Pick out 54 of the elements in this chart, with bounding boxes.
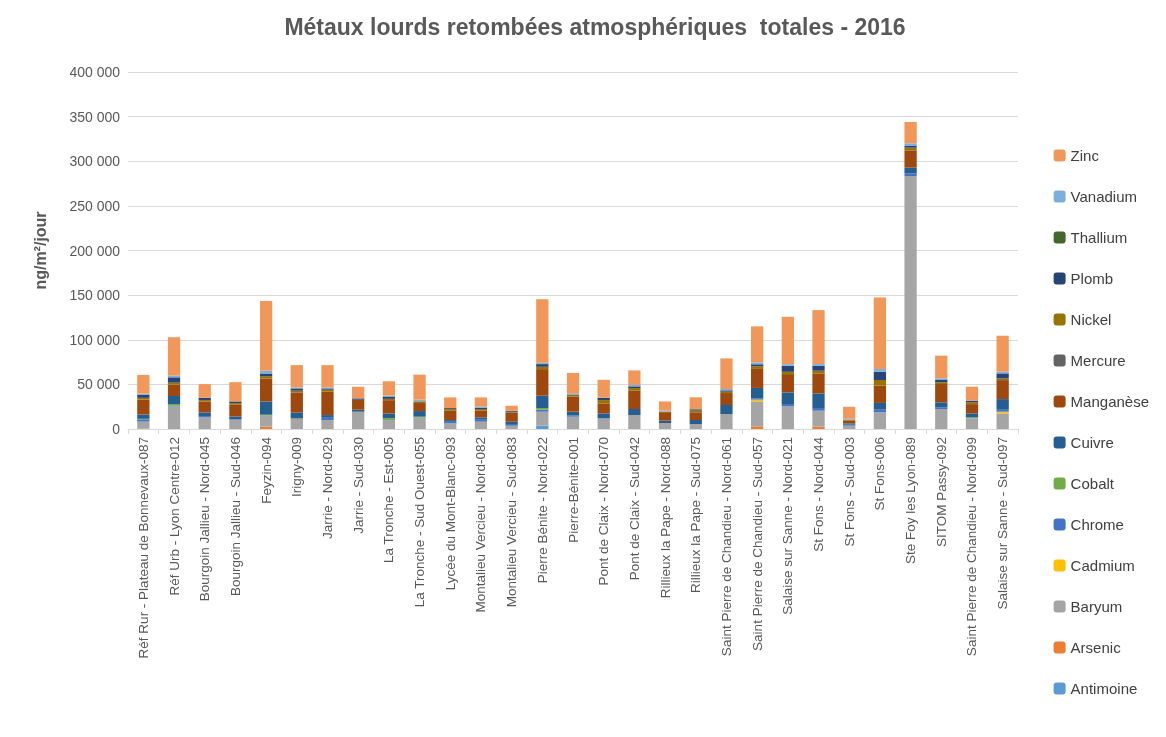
y-axis-title: ng/m²/jour — [31, 211, 49, 290]
legend-label: Vanadium — [1070, 188, 1138, 205]
x-tick-label: Réf Urb - Lyon Centre-012 — [166, 437, 182, 596]
x-tick-label: La Tronche - Sud Ouest-055 — [412, 437, 428, 608]
x-tick-label: Rillieux la Pape - Nord-088 — [657, 437, 673, 599]
x-tick-label: Salaise sur Sanne - Nord-021 — [780, 437, 796, 615]
x-tick-label: Feyzin-094 — [258, 436, 274, 504]
x-tick-label: Saint Pierre de Chandieu - Nord-099 — [964, 437, 980, 657]
x-tick-label: SITOM Passy-092 — [933, 437, 949, 548]
legend-label: Thallium — [1070, 229, 1128, 246]
x-tick-label: La Tronche - Est-005 — [381, 437, 397, 564]
y-tick-label: 100 000 — [69, 331, 121, 348]
x-tick-label: St Fons - Sud-003 — [841, 437, 857, 547]
y-tick-label: 50 000 — [77, 376, 121, 393]
y-tick-label: 350 000 — [69, 108, 121, 125]
x-tick-label: St Fons - Nord-044 — [811, 436, 827, 552]
legend-label: Arsenic — [1070, 639, 1122, 656]
legend-label: Plomb — [1070, 270, 1114, 287]
y-tick-label: 150 000 — [69, 287, 121, 304]
y-tick-label: 200 000 — [69, 242, 121, 259]
x-tick-label: Pierre Bénite - Nord-022 — [534, 437, 550, 584]
x-tick-label: Saint Pierre de Chandieu - Nord-061 — [718, 437, 734, 657]
y-tick-label: 250 000 — [69, 197, 121, 214]
x-tick-label: Irigny-009 — [289, 437, 305, 498]
x-tick-label: Saint Pierre de Chandieu - Sud-057 — [749, 437, 765, 651]
x-tick-label: Rillieux la Pape - Sud-075 — [688, 437, 704, 594]
y-tick-label: 300 000 — [69, 153, 121, 170]
x-tick-label: Montalieu Vercieu - Sud-083 — [504, 437, 520, 608]
x-tick-label: Jarrie - Nord-029 — [319, 437, 335, 540]
x-tick-label: Pont de Claix - Nord-070 — [596, 437, 612, 586]
legend-label: Baryum — [1070, 598, 1123, 615]
y-tick-label: 400 000 — [69, 64, 121, 80]
chart-title: Métaux lourds retombées atmosphériques totales - 2016 — [284, 13, 906, 40]
legend-label: Cadmium — [1070, 557, 1135, 574]
x-tick-label: Bourgoin Jallieu - Nord-045 — [197, 437, 213, 602]
legend-label: Cobalt — [1070, 475, 1115, 492]
y-tick-label: 0 — [112, 421, 121, 437]
x-tick-label: Montalieu Vercieu - Nord-082 — [473, 437, 489, 613]
x-tick-label: Pierre-Bénite-001 — [565, 437, 581, 543]
x-tick-label: Ste Foy les Lyon-089 — [903, 437, 919, 565]
legend-label: Zinc — [1070, 147, 1100, 164]
x-tick-label: Jarrie - Sud-030 — [350, 437, 366, 534]
x-tick-label: Lycée du Mont-Blanc-093 — [442, 437, 458, 591]
legend-label: Cuivre — [1070, 434, 1114, 451]
x-tick-label: Pont de Claix - Sud-042 — [626, 437, 642, 581]
legend-label: Antimoine — [1070, 680, 1138, 697]
x-tick-label: Bourgoin Jallieu - Sud-046 — [227, 437, 243, 597]
x-tick-label: St Fons-006 — [872, 437, 888, 511]
x-tick-label: Salaise sur Sanne - Sud-097 — [995, 437, 1011, 610]
legend-label: Manganèse — [1070, 393, 1150, 410]
legend-label: Chrome — [1070, 516, 1124, 533]
legend-label: Nickel — [1070, 311, 1112, 328]
legend-label: Mercure — [1070, 352, 1126, 369]
x-tick-label: Réf Rur - Plateau de Bonnevaux-087 — [135, 437, 151, 659]
